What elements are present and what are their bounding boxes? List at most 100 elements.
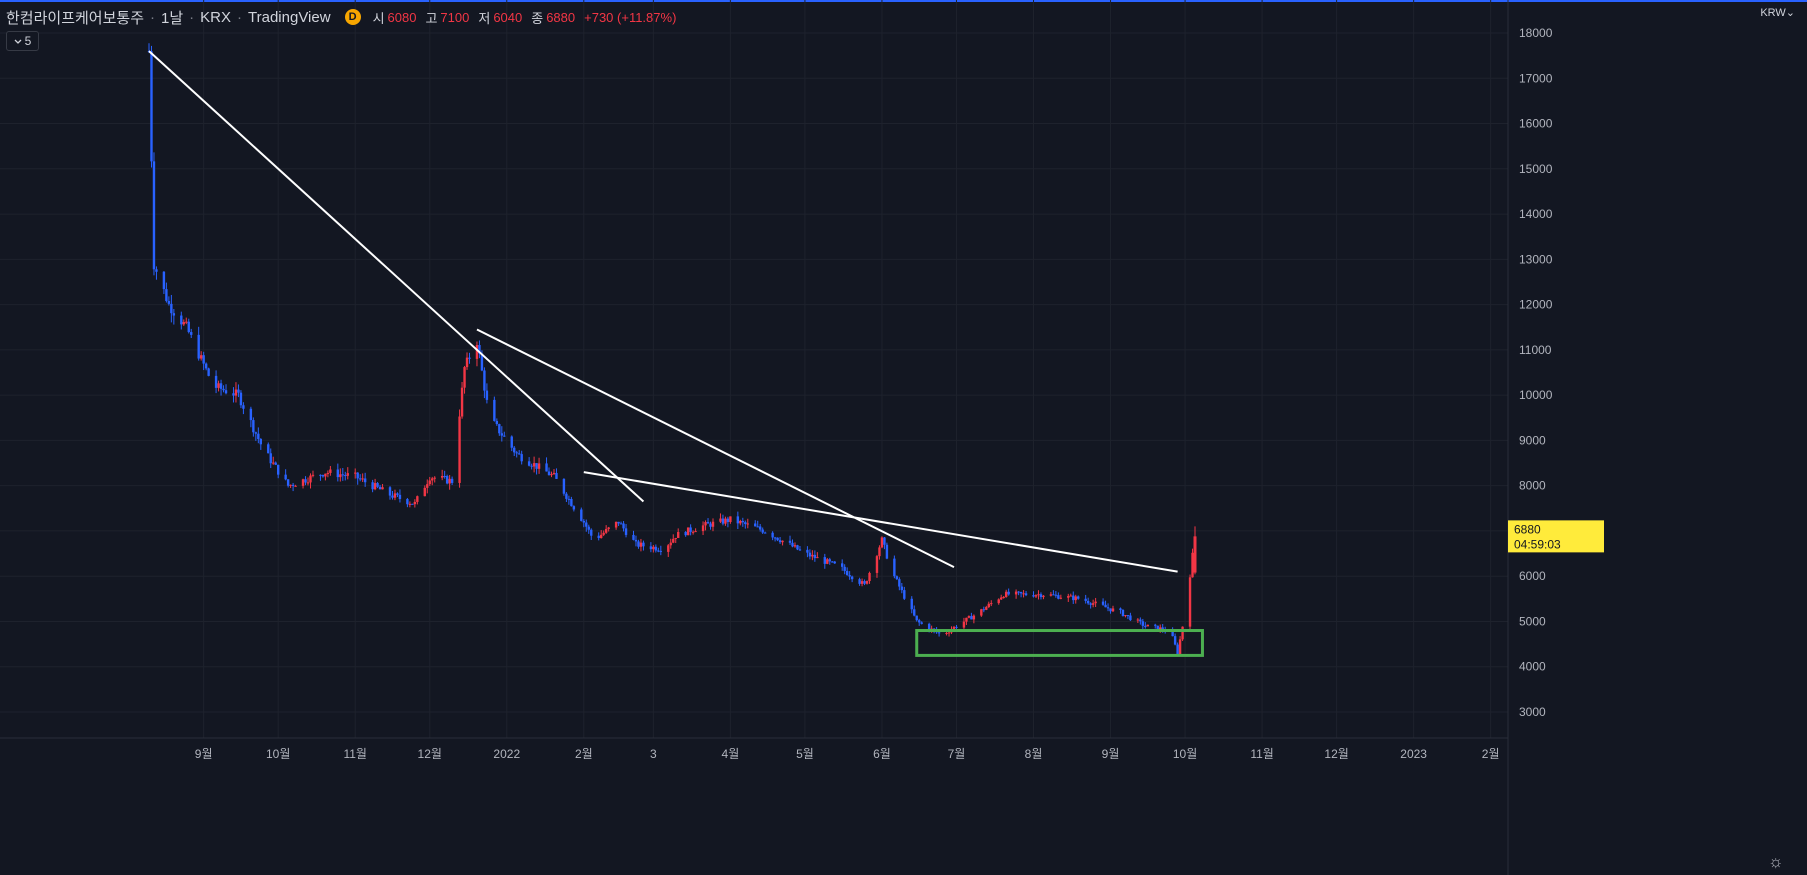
time-axis-label: 9월: [1102, 747, 1120, 761]
candle-body: [1139, 619, 1142, 622]
candle-body: [793, 545, 797, 547]
candle-body: [739, 520, 742, 524]
candle-body: [843, 566, 846, 571]
candle-body: [249, 408, 253, 421]
time-axis-label: 9월: [195, 747, 213, 761]
candle-body: [987, 603, 990, 608]
close-value: 6880: [546, 9, 576, 25]
candle-body: [614, 521, 618, 528]
candle-body: [763, 532, 767, 534]
candle-body: [883, 537, 886, 545]
candle-body: [813, 554, 817, 559]
candle-body: [170, 303, 173, 314]
candle-body: [582, 520, 585, 523]
ohlc-values: 시 6080 고 7100 저 6040 종 6880 +730 (+11.87%): [373, 8, 683, 27]
candle-body: [1002, 596, 1005, 598]
candle-body: [659, 550, 663, 552]
candle-body: [868, 572, 871, 582]
candle-body: [498, 424, 501, 434]
candle-body: [520, 454, 523, 462]
candle-body: [828, 559, 831, 562]
candle-body: [744, 522, 747, 525]
candle-body: [674, 537, 677, 539]
time-axis-label: 10월: [1173, 747, 1197, 761]
symbol-name[interactable]: 한컴라이프케어보통주: [6, 9, 145, 27]
candle-body: [947, 632, 951, 634]
price-axis-label: 3000: [1519, 705, 1546, 719]
candle-body: [468, 357, 471, 359]
candle-body: [1072, 595, 1075, 601]
candle-body: [669, 542, 672, 546]
candle-body: [672, 538, 675, 543]
candle-body: [346, 473, 349, 476]
candle-body: [920, 622, 923, 624]
candle-body: [1039, 594, 1043, 598]
candle-body: [808, 552, 812, 557]
candle-body: [197, 334, 200, 359]
candle-body: [746, 523, 749, 525]
candle-body: [962, 621, 966, 628]
time-axis-label: 8월: [1025, 747, 1043, 761]
candle-body: [324, 473, 327, 477]
candle-body: [162, 271, 166, 290]
price-axis-label: 17000: [1519, 71, 1553, 85]
candle-body: [286, 479, 290, 486]
candle-body: [443, 475, 446, 477]
candle-body: [513, 447, 516, 453]
interval-label[interactable]: 1날: [161, 9, 184, 27]
candle-body: [761, 529, 764, 533]
candle-body: [458, 416, 461, 483]
candle-body: [426, 484, 429, 488]
candle-body: [480, 353, 484, 371]
candle-body: [773, 537, 777, 539]
currency-selector[interactable]: KRW⌄: [1760, 6, 1795, 19]
candle-body: [319, 474, 322, 476]
candle-body: [450, 478, 454, 483]
candle-body: [274, 462, 277, 465]
candle-body: [510, 436, 513, 448]
candle-body: [1136, 619, 1140, 621]
candle-body: [1109, 608, 1112, 612]
candle-body: [572, 506, 576, 510]
candle-body: [378, 486, 382, 490]
candle-body: [267, 444, 270, 454]
candle-body: [1014, 591, 1018, 595]
candle-body: [1074, 596, 1077, 601]
candle-body: [358, 478, 362, 480]
indicators-toggle-button[interactable]: 5: [6, 31, 39, 51]
trend-line: [583, 471, 1178, 573]
candle-body: [291, 484, 295, 487]
candle-body: [1154, 624, 1157, 626]
candle-body: [483, 370, 486, 391]
market-status-badge[interactable]: D: [344, 9, 361, 25]
settings-gear-icon[interactable]: ☼: [1768, 852, 1784, 871]
candle-body: [289, 484, 292, 486]
candle-body: [652, 546, 655, 550]
candle-body: [1144, 625, 1147, 627]
candle-body: [691, 531, 695, 533]
candle-body: [381, 487, 384, 490]
price-tag-background: [1508, 520, 1604, 553]
candle-body: [406, 498, 409, 505]
candle-body: [1124, 615, 1127, 617]
candle-body: [1017, 591, 1020, 593]
candle-body: [927, 623, 931, 630]
chevron-down-icon: [14, 34, 22, 48]
bar-countdown: 04:59:03: [1514, 537, 1561, 551]
candle-body: [639, 542, 643, 547]
high-value: 7100: [440, 9, 470, 25]
candle-body: [1049, 594, 1053, 596]
price-axis-label: 9000: [1519, 433, 1546, 447]
time-axis-label: 3: [650, 747, 657, 761]
candle-body: [562, 478, 566, 494]
candle-body: [816, 557, 819, 559]
candle-body: [1146, 624, 1149, 627]
candle-body: [187, 321, 190, 333]
candle-body: [172, 313, 176, 316]
candle-body: [259, 438, 263, 445]
candle-body: [1032, 595, 1035, 597]
candle-body: [1173, 636, 1177, 645]
time-axis-label: 2월: [575, 747, 593, 761]
price-axis-label: 16000: [1519, 117, 1553, 131]
